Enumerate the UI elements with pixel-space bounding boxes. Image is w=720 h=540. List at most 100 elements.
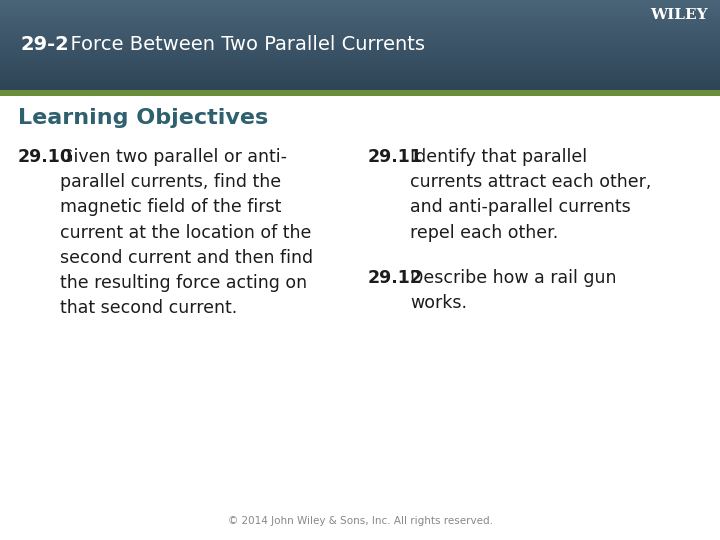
Bar — [0, 9, 720, 11]
Bar — [0, 75, 720, 77]
Bar — [0, 38, 720, 40]
Bar — [0, 23, 720, 25]
Bar — [0, 8, 720, 10]
Bar — [0, 44, 720, 46]
Bar — [0, 73, 720, 76]
Bar — [0, 12, 720, 15]
Text: Describe how a rail gun: Describe how a rail gun — [410, 269, 616, 287]
Bar — [0, 72, 720, 74]
Bar — [0, 64, 720, 66]
Text: currents attract each other,: currents attract each other, — [410, 173, 652, 191]
Text: second current and then find: second current and then find — [60, 249, 313, 267]
Text: © 2014 John Wiley & Sons, Inc. All rights reserved.: © 2014 John Wiley & Sons, Inc. All right… — [228, 516, 492, 526]
Bar — [0, 10, 720, 12]
Bar — [0, 28, 720, 30]
Bar — [0, 30, 720, 32]
Text: and anti-parallel currents: and anti-parallel currents — [410, 198, 631, 217]
Bar — [0, 50, 720, 52]
Bar — [0, 37, 720, 39]
Bar — [0, 78, 720, 80]
Bar — [0, 81, 720, 83]
Bar — [0, 16, 720, 18]
Bar — [0, 54, 720, 56]
Bar — [0, 34, 720, 36]
Bar — [0, 24, 720, 26]
Text: repel each other.: repel each other. — [410, 224, 558, 241]
Bar — [0, 90, 720, 96]
Text: magnetic field of the first: magnetic field of the first — [60, 198, 282, 217]
Bar — [0, 15, 720, 17]
Bar — [0, 83, 720, 85]
Text: parallel currents, find the: parallel currents, find the — [60, 173, 281, 191]
Bar — [0, 69, 720, 71]
Bar — [0, 65, 720, 68]
Text: Given two parallel or anti-: Given two parallel or anti- — [60, 148, 287, 166]
Bar — [0, 86, 720, 87]
Bar — [0, 19, 720, 22]
Bar — [0, 14, 720, 16]
Bar — [0, 3, 720, 5]
Bar — [0, 51, 720, 53]
Text: 29.12: 29.12 — [368, 269, 423, 287]
Bar — [0, 87, 720, 89]
Bar — [0, 88, 720, 90]
Text: that second current.: that second current. — [60, 299, 238, 317]
Bar — [0, 82, 720, 84]
Bar — [0, 1, 720, 3]
Bar — [0, 25, 720, 27]
Text: the resulting force acting on: the resulting force acting on — [60, 274, 307, 292]
Bar — [0, 35, 720, 37]
Bar — [0, 49, 720, 51]
Bar — [0, 62, 720, 64]
Bar — [0, 55, 720, 57]
Text: WILEY: WILEY — [650, 8, 708, 22]
Bar — [0, 52, 720, 54]
Bar — [0, 77, 720, 79]
Text: Learning Objectives: Learning Objectives — [18, 108, 269, 128]
Bar — [0, 39, 720, 42]
Bar — [0, 29, 720, 31]
Bar — [0, 17, 720, 19]
Bar — [0, 66, 720, 69]
Bar — [0, 22, 720, 24]
Bar — [0, 7, 720, 9]
Bar — [0, 36, 720, 38]
Text: 29-2: 29-2 — [20, 36, 68, 55]
Text: 29.10: 29.10 — [18, 148, 73, 166]
Bar — [0, 32, 720, 33]
Text: current at the location of the: current at the location of the — [60, 224, 311, 241]
Bar — [0, 60, 720, 62]
Bar — [0, 43, 720, 45]
Bar — [0, 61, 720, 63]
Bar — [0, 68, 720, 70]
Bar — [0, 27, 720, 29]
Bar — [0, 80, 720, 82]
Bar — [0, 84, 720, 86]
Bar — [0, 0, 720, 1]
Bar — [0, 26, 720, 28]
Bar — [0, 63, 720, 65]
Bar — [0, 2, 720, 4]
Bar — [0, 96, 720, 540]
Bar — [0, 45, 720, 47]
Bar — [0, 18, 720, 20]
Bar — [0, 33, 720, 35]
Bar — [0, 57, 720, 59]
Bar — [0, 5, 720, 6]
Bar — [0, 79, 720, 81]
Bar — [0, 21, 720, 23]
Text: 29.11: 29.11 — [368, 148, 423, 166]
Bar — [0, 0, 720, 2]
Bar — [0, 70, 720, 72]
Bar — [0, 56, 720, 58]
Bar — [0, 11, 720, 14]
Bar — [0, 6, 720, 8]
Text: works.: works. — [410, 294, 467, 312]
Bar — [0, 71, 720, 73]
Bar — [0, 76, 720, 78]
Bar — [0, 46, 720, 49]
Bar — [0, 59, 720, 60]
Bar — [0, 48, 720, 50]
Text: Force Between Two Parallel Currents: Force Between Two Parallel Currents — [58, 36, 425, 55]
Bar — [0, 53, 720, 55]
